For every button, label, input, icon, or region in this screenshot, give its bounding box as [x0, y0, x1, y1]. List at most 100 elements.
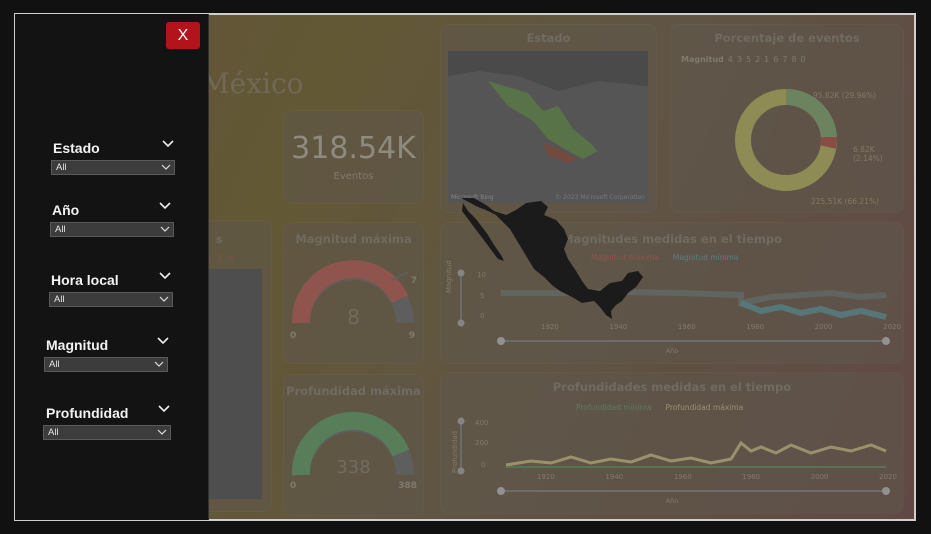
legend-item: Profundidad máxima — [665, 403, 744, 412]
magnitude-gauge — [291, 260, 414, 324]
select-value: All — [56, 162, 67, 173]
mag-legend: Magnitud máxima Magnitud mínima — [591, 253, 738, 262]
profundidad-select[interactable]: All — [43, 425, 171, 440]
close-panel-button[interactable]: X — [166, 22, 200, 49]
legend-item: Profundidad mínima — [576, 403, 652, 412]
mag-xlabel: Año — [665, 347, 679, 355]
mag-ytick: 0 — [480, 312, 485, 320]
legend-item: 6 — [773, 55, 779, 64]
legend-item: 8 — [791, 55, 797, 64]
depth-ytick: 400 — [475, 419, 489, 427]
select-value: All — [48, 427, 59, 438]
depth-xticks: 1920 1940 1960 1980 2000 2020 — [537, 473, 897, 481]
legend-item: 3 — [736, 55, 742, 64]
legend-item: 0 — [800, 55, 806, 64]
legend-item: 7 — [782, 55, 788, 64]
select-value: All — [54, 294, 65, 305]
kpi-card[interactable]: 318.54K Eventos — [284, 111, 423, 203]
magnitude-time-card[interactable]: Magnitudes medidas en el tiempo Magnitud… — [441, 223, 903, 363]
legend-item: Magnitud máxima — [591, 253, 659, 262]
mexico-silhouette-icon — [461, 198, 643, 319]
chevron-down-icon — [157, 429, 167, 435]
filter-label: Hora local — [51, 272, 119, 288]
donut-title: Porcentaje de eventos — [714, 31, 860, 45]
depth-ytick: 0 — [481, 461, 486, 469]
filter-label: Año — [52, 202, 80, 218]
gauge-mag-target: 7 — [410, 276, 417, 286]
xtick: 2020 — [879, 473, 897, 481]
legend-item: 1 — [764, 55, 770, 64]
max-depth-card[interactable]: Profundidad máxima 338 0 388 — [284, 375, 423, 515]
chevron-down-icon[interactable] — [158, 268, 172, 282]
legend-item: 4 — [727, 55, 733, 64]
chevron-down-icon[interactable] — [157, 401, 171, 415]
donut-chart — [735, 88, 837, 191]
depth-legend: Profundidad mínima Profundidad máxima — [576, 403, 743, 412]
depth-line-chart — [457, 417, 890, 495]
donut-label-2: 6.82K (2.14%) — [853, 145, 883, 163]
legend-item: 5 — [745, 55, 752, 64]
mag-ytick: 10 — [477, 271, 486, 279]
xtick: 2000 — [814, 323, 833, 331]
depth-time-card[interactable]: Profundidades medidas en el tiempo Profu… — [441, 373, 903, 513]
map-credit-left: Microsoft Bing — [451, 194, 494, 201]
filter-label: Estado — [53, 140, 100, 156]
gauge-depth-min: 0 — [290, 481, 297, 491]
left-lower-title: s — [216, 233, 223, 246]
xtick: 1980 — [742, 473, 761, 481]
max-depth-title: Profundidad máxima — [286, 384, 421, 398]
kpi-value: 318.54K — [291, 131, 416, 166]
magnitud-select[interactable]: All — [44, 357, 168, 372]
xtick: 1920 — [537, 473, 555, 481]
legend-item: 7 — [217, 254, 223, 263]
select-value: All — [49, 359, 60, 370]
depth-gauge — [291, 411, 414, 476]
xtick: 1940 — [609, 323, 628, 331]
xtick: 2020 — [883, 323, 901, 331]
chevron-down-icon[interactable] — [156, 333, 170, 347]
gauge-mag-min: 0 — [290, 331, 297, 341]
legend-item: Magnitud mínima — [672, 253, 739, 262]
filter-label: Magnitud — [46, 337, 109, 353]
map-graphic — [448, 51, 648, 163]
gauge-mag-value: 8 — [347, 305, 360, 329]
magnitude-time-title: Magnitudes medidas en el tiempo — [561, 232, 783, 246]
xtick: 2000 — [810, 473, 829, 481]
chevron-down-icon — [160, 226, 170, 232]
filter-label: Profundidad — [46, 405, 129, 421]
mag-xticks: 1920 1940 1960 1980 2000 2020 — [541, 323, 901, 331]
xtick: 1960 — [673, 473, 692, 481]
donut-legend-title: Magnitud — [681, 55, 724, 64]
max-magnitude-card[interactable]: Magnitud máxima 8 0 9 7 — [284, 223, 423, 363]
legend-item: 2 — [755, 55, 761, 64]
mag-ytick: 5 — [480, 292, 485, 300]
state-map[interactable]: Microsoft Bing © 2023 Microsoft Corporat… — [448, 51, 648, 203]
chevron-down-icon — [154, 361, 164, 367]
chevron-down-icon — [159, 296, 169, 302]
select-value: All — [55, 224, 66, 235]
donut-label-3: 225.51K (66.21%) — [811, 197, 879, 206]
estado-select[interactable]: All — [51, 160, 175, 175]
depth-ytick: 200 — [475, 439, 489, 447]
gauge-mag-max: 9 — [408, 331, 415, 341]
xtick: 1920 — [541, 323, 559, 331]
kpi-label: Eventos — [333, 171, 374, 182]
chevron-down-icon[interactable] — [161, 136, 175, 150]
gauge-depth-max: 388 — [398, 481, 417, 491]
hora-local-select[interactable]: All — [49, 292, 173, 307]
xtick: 1940 — [605, 473, 624, 481]
donut-label-1: 95.82K (29.96%) — [813, 91, 877, 100]
ano-select[interactable]: All — [50, 222, 174, 237]
legend-item: 8 — [228, 254, 234, 263]
depth-xlabel: Año — [665, 497, 679, 505]
map-credit-right: © 2023 Microsoft Corporation — [555, 194, 645, 201]
xtick: 1960 — [677, 323, 696, 331]
report-title: México — [201, 67, 304, 100]
state-map-card[interactable]: Estado Microsoft Bing © 2023 Microsoft C… — [441, 25, 656, 212]
donut-legend: Magnitud 4 3 5 2 1 6 7 8 0 — [681, 55, 806, 64]
chevron-down-icon — [161, 164, 171, 170]
events-donut-card[interactable]: Porcentaje de eventos Magnitud 4 3 5 2 1… — [671, 25, 903, 212]
xtick: 1980 — [746, 323, 765, 331]
max-magnitude-title: Magnitud máxima — [295, 232, 412, 246]
chevron-down-icon[interactable] — [158, 198, 172, 212]
